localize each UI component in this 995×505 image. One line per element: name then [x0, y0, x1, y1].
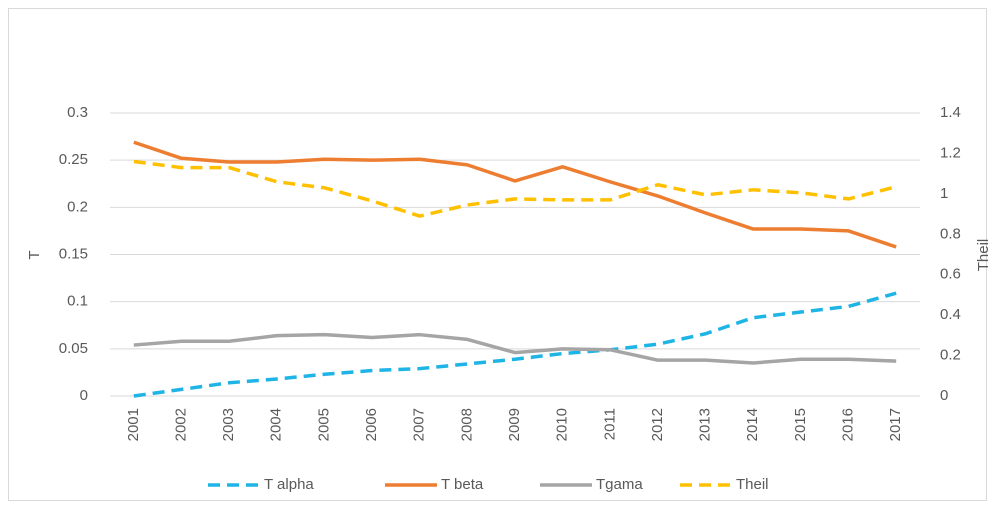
y-axis-label: T: [26, 250, 43, 259]
series-line: [133, 291, 897, 398]
y2-tick-label: 0: [940, 387, 948, 404]
y2-tick-label: 0.4: [940, 306, 961, 323]
x-tick-label: 2003: [220, 408, 237, 441]
x-tick-label: 2001: [125, 408, 142, 441]
x-tick-label: 2009: [506, 408, 523, 441]
y-tick-label: 0.15: [59, 245, 88, 262]
x-tick-label: 2006: [363, 408, 380, 441]
y-tick-label: 0.2: [67, 198, 88, 215]
x-tick-label: 2014: [744, 408, 761, 441]
legend-label: Theil: [736, 476, 769, 493]
legend-label: Tgama: [596, 476, 643, 493]
x-tick-label: 2011: [601, 408, 618, 440]
y2-tick-label: 0.6: [940, 266, 961, 283]
y-tick-label: 0.3: [67, 104, 88, 121]
series-line: [133, 332, 897, 365]
x-tick-label: 2013: [697, 408, 714, 441]
series-line: [133, 159, 897, 218]
x-tick-label: 2002: [172, 408, 189, 441]
x-tick-label: 2007: [411, 408, 428, 441]
y2-tick-label: 1: [940, 185, 948, 202]
x-tick-label: 2008: [458, 408, 475, 441]
series-line: [133, 140, 897, 249]
y2-tick-label: 1.2: [940, 144, 961, 161]
y2-tick-label: 0.2: [940, 347, 961, 364]
y2-tick-label: 1.4: [940, 104, 961, 121]
x-tick-label: 2015: [792, 408, 809, 441]
y-tick-label: 0.25: [59, 151, 88, 168]
x-tick-label: 2016: [839, 408, 856, 441]
legend-label: T beta: [441, 476, 484, 493]
x-tick-label: 2012: [649, 408, 666, 441]
x-tick-label: 2004: [268, 408, 285, 441]
y2-axis-label: Theil: [975, 239, 992, 272]
x-tick-label: 2017: [887, 408, 904, 441]
x-tick-label: 2005: [315, 408, 332, 441]
y-tick-label: 0: [80, 387, 88, 404]
legend-label: T alpha: [264, 476, 314, 493]
y2-tick-label: 0.8: [940, 225, 961, 242]
y-tick-label: 0.1: [67, 293, 88, 310]
x-tick-label: 2010: [554, 408, 571, 441]
y-tick-label: 0.05: [59, 340, 88, 357]
